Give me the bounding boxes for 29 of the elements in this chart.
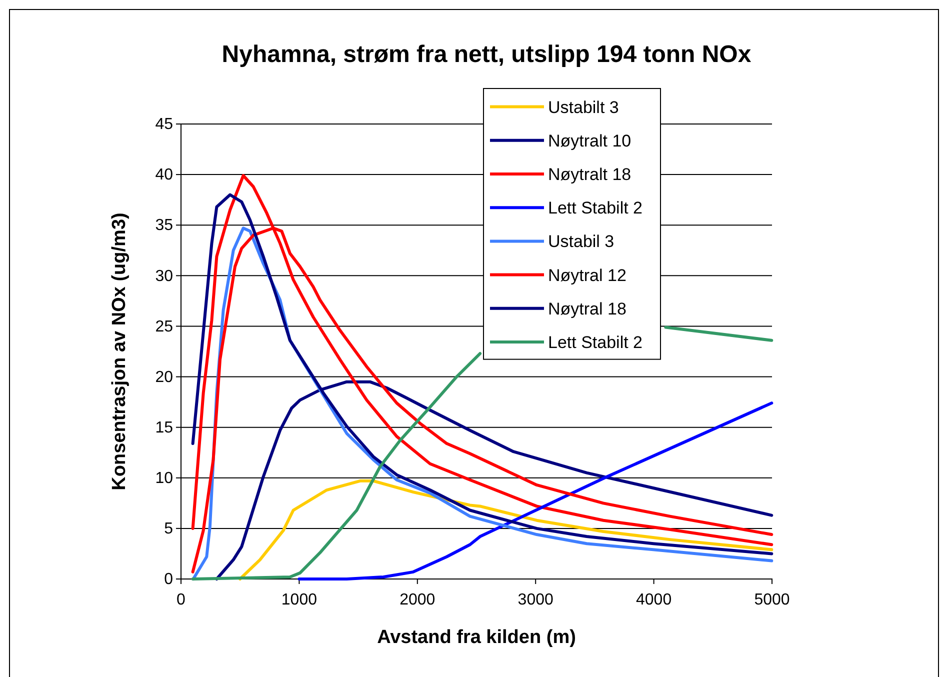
legend-label: Lett Stabilt 2	[548, 333, 643, 352]
y-tick-label: 20	[155, 368, 174, 386]
y-tick-label: 25	[155, 318, 174, 336]
line-series	[298, 402, 774, 580]
x-tick-label: 0	[176, 592, 186, 609]
legend-label: Nøytralt 10	[548, 131, 632, 150]
y-tick-label: 10	[155, 470, 174, 488]
legend-label: Nøytral 18	[548, 299, 626, 318]
legend-label: Ustabil 3	[548, 232, 614, 252]
line-series	[238, 479, 774, 580]
x-tick-label: 2000	[400, 592, 436, 609]
legend-label: Ustabilt 3	[548, 98, 619, 117]
x-tick-label: 1000	[281, 592, 318, 609]
x-tick-label: 5000	[754, 592, 790, 609]
x-axis-title: Avstand fra kilden (m)	[377, 627, 576, 648]
x-tick-label: 4000	[636, 592, 672, 609]
y-tick-label: 40	[155, 166, 174, 184]
y-tick-label: 0	[164, 571, 174, 588]
legend-label: Nøytral 12	[548, 266, 626, 285]
y-tick-label: 15	[155, 419, 174, 436]
y-tick-label: 45	[155, 116, 174, 134]
x-tick-label: 3000	[518, 592, 554, 609]
y-axis-title: Konsentrasjon av NOx (ug/m3)	[109, 212, 130, 490]
y-tick-label: 30	[155, 268, 174, 285]
legend-label: Lett Stabilt 2	[548, 198, 643, 218]
y-tick-label: 35	[155, 217, 174, 234]
chart-title: Nyhamna, strøm fra nett, utslipp 194 tonn NOx	[222, 41, 752, 68]
y-tick-label: 5	[164, 520, 174, 538]
legend-label: Nøytralt 18	[548, 165, 632, 184]
